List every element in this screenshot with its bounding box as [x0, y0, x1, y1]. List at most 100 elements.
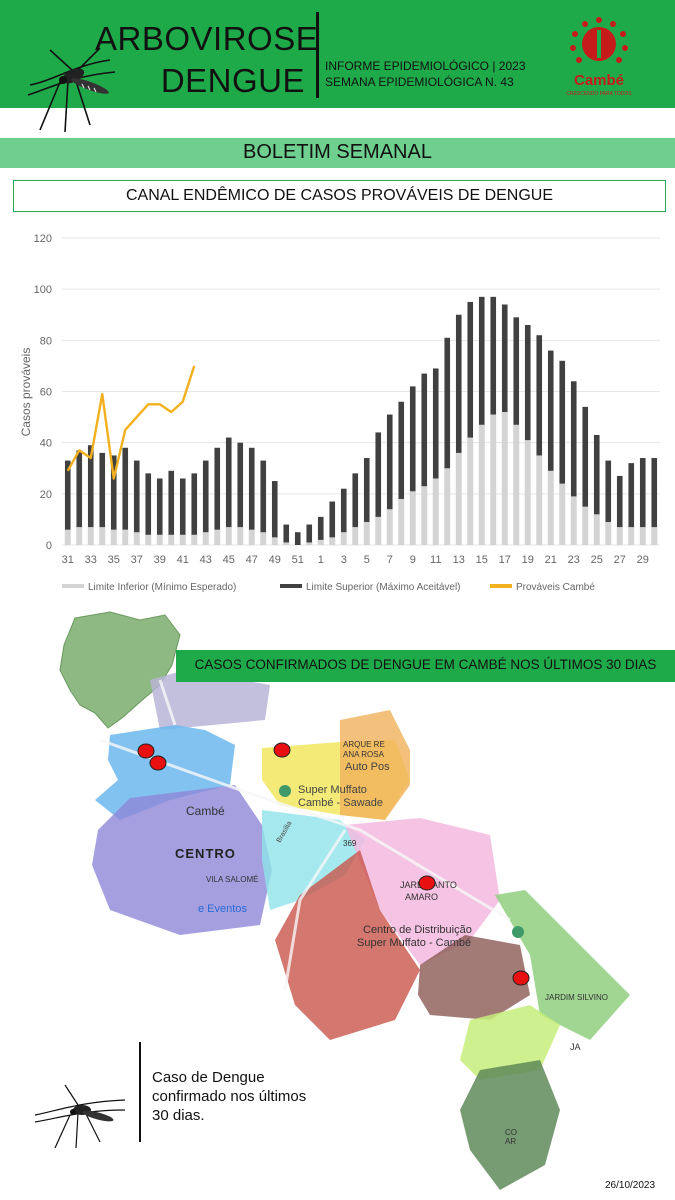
x-tick-label: 15	[476, 554, 488, 566]
legend-divider	[139, 1042, 141, 1142]
bar-lower-limit	[110, 529, 117, 545]
building-pin-icon	[279, 785, 291, 797]
section-bar: BOLETIM SEMANAL	[0, 138, 675, 168]
bar-upper-limit	[110, 455, 117, 545]
bar-lower-limit	[214, 529, 221, 545]
report-info-line-1: INFORME EPIDEMIOLÓGICO | 2023	[325, 59, 526, 73]
bar-upper-limit	[467, 301, 474, 545]
case-marker	[137, 743, 155, 759]
bar-lower-limit	[651, 527, 658, 545]
bar-lower-limit	[191, 534, 198, 545]
bar-upper-limit	[605, 460, 612, 545]
y-tick-label: 0	[46, 540, 52, 552]
bar-lower-limit	[582, 506, 589, 545]
bar-upper-limit	[122, 447, 129, 545]
case-marker	[418, 875, 436, 891]
label-eventos: e Eventos	[198, 903, 247, 915]
bar-upper-limit	[145, 473, 152, 545]
label-parque: ARQUE RE	[343, 740, 385, 749]
bar-lower-limit	[513, 424, 520, 545]
label-cambe: Cambé	[186, 804, 225, 818]
bar-lower-limit	[225, 527, 232, 545]
title-line-1: ARBOVIROSE	[95, 20, 319, 57]
bar-upper-limit	[375, 432, 382, 545]
region-cyan	[262, 810, 365, 910]
map-banner: CASOS CONFIRMADOS DE DENGUE EM CAMBÉ NOS…	[176, 650, 675, 682]
bar-upper-limit	[271, 481, 278, 545]
region-pink	[345, 818, 500, 965]
y-tick-label: 40	[40, 438, 52, 450]
bar-lower-limit	[64, 529, 71, 545]
cambe-neighborhood-map: Cambé CENTRO VILA SALOMÉ e Eventos ARQUE…	[59, 611, 630, 1190]
bar-upper-limit	[87, 445, 94, 545]
region-south	[460, 1060, 560, 1190]
x-tick-label: 47	[246, 554, 258, 566]
bar-lower-limit	[501, 411, 508, 545]
label-ja: JA	[570, 1042, 581, 1052]
x-tick-label: 33	[85, 554, 97, 566]
bar-lower-limit	[352, 527, 359, 545]
header-divider	[316, 12, 319, 98]
bar-lower-limit	[616, 527, 623, 545]
x-tick-label: 17	[499, 554, 511, 566]
label-amaro: AMARO	[405, 892, 438, 902]
bar-lower-limit	[306, 542, 313, 545]
y-tick-label: 20	[40, 489, 52, 501]
label-cambe-sawade: Cambé - Sawade	[298, 797, 383, 809]
bar-upper-limit	[409, 386, 416, 545]
x-tick-label: 43	[200, 554, 212, 566]
bar-lower-limit	[536, 455, 543, 545]
y-axis-label: Casos prováveis	[19, 348, 33, 437]
region-centro	[92, 785, 272, 935]
label-route: 369	[343, 839, 357, 848]
bar-lower-limit	[455, 452, 462, 545]
bar-upper-limit	[651, 458, 658, 545]
region-red	[275, 850, 420, 1040]
bar-upper-limit	[352, 473, 359, 545]
chart-title: CANAL ENDÊMICO DE CASOS PROVÁVEIS DE DEN…	[125, 187, 554, 204]
brazil-map-icon	[59, 611, 181, 729]
bar-upper-limit	[639, 458, 646, 545]
legend-swatch	[62, 584, 84, 588]
bar-upper-limit	[156, 478, 163, 545]
bar-lower-limit	[398, 498, 405, 545]
bar-upper-limit	[76, 450, 83, 545]
bar-lower-limit	[478, 424, 485, 545]
x-tick-label: 27	[614, 554, 626, 566]
bar-lower-limit	[76, 527, 83, 545]
bar-upper-limit	[248, 447, 255, 545]
legend-label: Prováveis Cambé	[516, 582, 595, 593]
label-vila-salome: VILA SALOMÉ	[206, 875, 258, 884]
chart-title-box: CANAL ENDÊMICO DE CASOS PROVÁVEIS DE DEN…	[13, 180, 666, 212]
bar-lower-limit	[133, 532, 140, 545]
label-ana-rosa: ANA ROSA	[343, 750, 385, 759]
region-orange	[340, 710, 410, 820]
x-tick-label: 1	[318, 554, 324, 566]
bar-lower-limit	[524, 440, 531, 545]
building-pin-icon	[512, 926, 524, 938]
bar-upper-limit	[524, 324, 531, 545]
bar-lower-limit	[386, 509, 393, 545]
bar-upper-limit	[260, 460, 267, 545]
bar-upper-limit	[628, 463, 635, 545]
bar-upper-limit	[616, 475, 623, 545]
x-tick-label: 21	[545, 554, 557, 566]
bar-lower-limit	[317, 539, 324, 545]
x-tick-label: 29	[637, 554, 649, 566]
region-green	[495, 890, 630, 1040]
case-marker	[273, 742, 291, 758]
bar-lower-limit	[329, 537, 336, 545]
bar-upper-limit	[455, 314, 462, 545]
case-marker	[149, 755, 167, 771]
title-line-2: DENGUE	[160, 62, 305, 99]
bar-upper-limit	[386, 414, 393, 545]
x-tick-label: 51	[292, 554, 304, 566]
mosquito-icon	[27, 47, 116, 133]
bar-lower-limit	[467, 437, 474, 545]
logo-name: Cambé	[573, 72, 625, 89]
bar-lower-limit	[145, 534, 152, 545]
y-tick-label: 120	[34, 233, 52, 245]
bar-lower-limit	[490, 414, 497, 545]
x-tick-label: 7	[387, 554, 393, 566]
x-tick-label: 25	[591, 554, 603, 566]
